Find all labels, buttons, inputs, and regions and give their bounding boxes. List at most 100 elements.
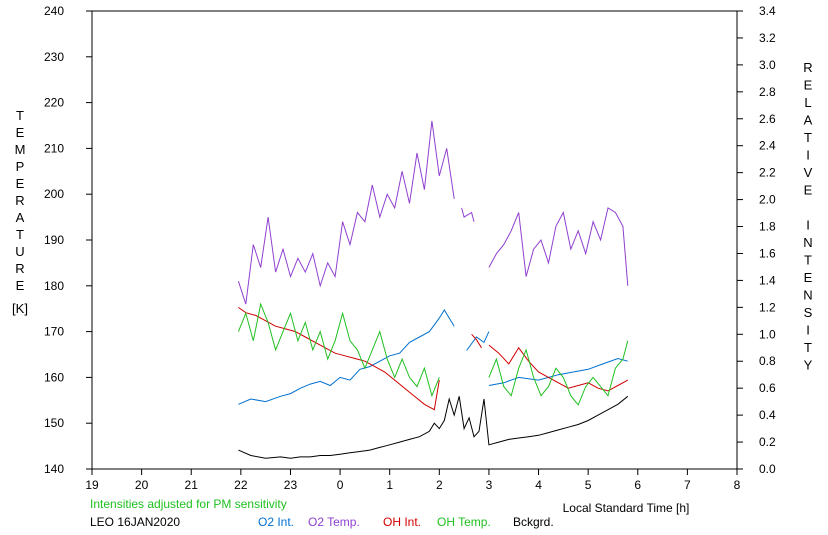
y-right-label-letter: T — [804, 253, 812, 268]
x-tick-label: 0 — [337, 478, 344, 492]
series-line-o2-temp — [488, 207, 629, 286]
x-tick-label: 2 — [436, 478, 443, 492]
x-tick-label: 23 — [284, 478, 298, 492]
y-right-label-letter: I — [806, 218, 810, 233]
y-right-tick-label: 3.0 — [759, 58, 776, 72]
y-left-tick-label: 190 — [44, 233, 64, 247]
y-left-tick-label: 230 — [44, 50, 64, 64]
y-right-label-letter: I — [806, 323, 810, 338]
series-layer — [237, 120, 629, 459]
note-text: Intensities adjusted for PM sensitivity — [90, 497, 287, 511]
y-left-label-letter: R — [15, 193, 24, 208]
x-tick-label: 22 — [234, 478, 248, 492]
y-left-tick-label: 200 — [44, 187, 64, 201]
legend-item: OH Temp. — [437, 515, 491, 529]
y-right-label-letter: N — [803, 288, 812, 303]
y-left-tick-label: 220 — [44, 96, 64, 110]
y-left-label-letter: U — [15, 244, 24, 259]
y-left-label-letter: M — [15, 142, 26, 157]
ticks-layer: 19 20 21 22 23 0 1 2 3 4 5 6 7 8140150160170180190200… — [44, 4, 776, 492]
y-left-label-letter: P — [16, 159, 25, 174]
x-tick-label: 6 — [634, 478, 641, 492]
x-axis-label: Local Standard Time [h] — [563, 501, 690, 515]
series-line-oh-temp — [488, 340, 629, 406]
series-line-o2-int — [466, 331, 490, 351]
series-line-oh-int — [471, 333, 482, 349]
y-left-tick-label: 240 — [44, 4, 64, 18]
y-right-tick-label: 2.2 — [759, 166, 776, 180]
legend-item: O2 Temp. — [308, 515, 360, 529]
y-right-tick-label: 1.2 — [759, 300, 776, 314]
x-tick-label: 3 — [486, 478, 493, 492]
y-right-tick-label: 3.2 — [759, 31, 776, 45]
legend-item: O2 Int. — [258, 515, 294, 529]
y-right-tick-label: 0.2 — [759, 435, 776, 449]
series-line-o2-temp — [237, 120, 455, 305]
y-right-tick-label: 2.0 — [759, 193, 776, 207]
x-tick-label: 7 — [684, 478, 691, 492]
y-right-tick-label: 1.8 — [759, 220, 776, 234]
x-tick-label: 19 — [85, 478, 99, 492]
legend-item: OH Int. — [383, 515, 421, 529]
y-right-label-letter: E — [804, 183, 813, 198]
series-line-o2-int — [238, 309, 455, 405]
y-right-tick-label: 2.8 — [759, 85, 776, 99]
y-right-tick-label: 0.6 — [759, 381, 776, 395]
y-left-label-letter: E — [16, 125, 25, 140]
y-left-unit: [K] — [12, 301, 28, 316]
series-line-o2-temp — [461, 207, 475, 222]
x-tick-label: 5 — [585, 478, 592, 492]
y-left-tick-label: 210 — [44, 141, 64, 155]
y-right-tick-label: 0.0 — [759, 462, 776, 476]
y-left-tick-label: 160 — [44, 370, 64, 384]
y-right-label-letter: R — [803, 60, 812, 75]
y-left-label-letter: E — [16, 278, 25, 293]
legend: O2 Int. O2 Temp. OH Int. OH Temp. Bckgrd. — [258, 515, 554, 529]
x-tick-label: 21 — [185, 478, 199, 492]
y-left-label-letter: R — [15, 261, 24, 276]
y-left-label-letter: A — [16, 210, 25, 225]
y-right-tick-label: 1.4 — [759, 273, 776, 287]
y-right-tick-label: 2.6 — [759, 112, 776, 126]
y-right-tick-label: 3.4 — [759, 4, 776, 18]
y-left-tick-label: 180 — [44, 279, 64, 293]
y-left-tick-label: 150 — [44, 416, 64, 430]
y-right-tick-label: 1.6 — [759, 246, 776, 260]
y-left-label-letter: T — [16, 227, 24, 242]
y-right-label-letter: E — [804, 270, 813, 285]
y-right-tick-label: 0.4 — [759, 408, 776, 422]
x-tick-label: 8 — [734, 478, 741, 492]
y-left-tick-label: 170 — [44, 325, 64, 339]
plot-frame — [91, 10, 738, 470]
y-right-label-letter: L — [804, 95, 811, 110]
series-line-oh-int — [238, 306, 440, 411]
y-right-tick-label: 2.4 — [759, 139, 776, 153]
x-tick-label: 20 — [135, 478, 149, 492]
series-line-oh-temp — [237, 302, 440, 398]
y-left-tick-label: 140 — [44, 462, 64, 476]
series-line-oh-int — [488, 344, 629, 392]
x-tick-label: 1 — [386, 478, 393, 492]
legend-item: Bckgrd. — [513, 515, 554, 529]
y-right-label-letter: N — [803, 235, 812, 250]
y-right-tick-label: 1.0 — [759, 327, 776, 341]
y-right-label-letter: T — [804, 340, 812, 355]
x-tick-label: 4 — [535, 478, 542, 492]
series-line-o2-int — [488, 357, 628, 386]
plot-border — [91, 10, 738, 470]
caption-text: LEO 16JAN2020 — [90, 515, 180, 529]
y-right-label-letter: T — [804, 130, 812, 145]
series-line-bckgrd — [238, 395, 629, 459]
y-right-label-letter: E — [804, 78, 813, 93]
y-right-label-letter: I — [806, 148, 810, 163]
y-right-label-letter: V — [804, 165, 813, 180]
y-right-tick-label: 0.8 — [759, 354, 776, 368]
y-left-label-letter: T — [16, 108, 24, 123]
y-right-label-letter: Y — [804, 358, 813, 373]
y-right-label-letter: S — [804, 305, 813, 320]
y-left-label-letter: E — [16, 176, 25, 191]
y-right-label-letter: A — [804, 113, 813, 128]
